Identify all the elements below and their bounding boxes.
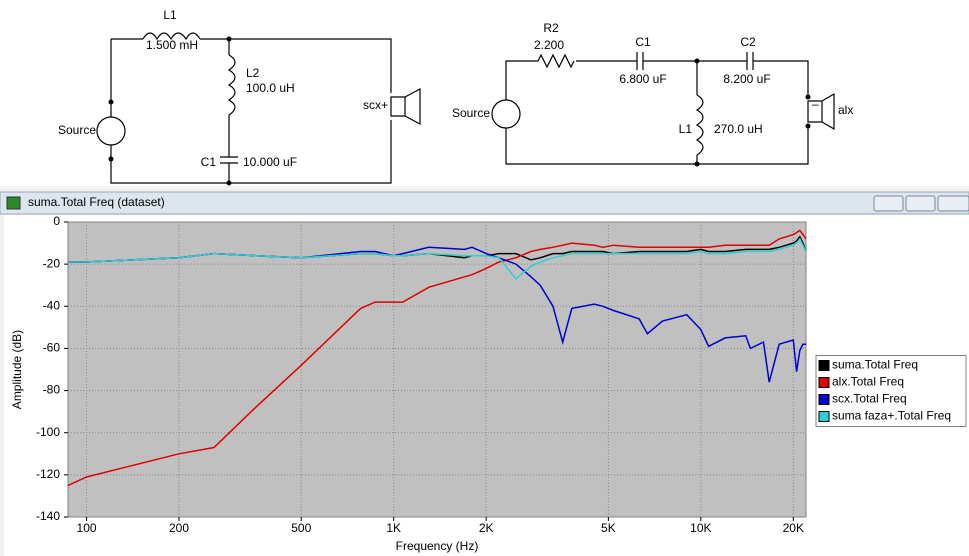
y-tick-label: -80: [43, 383, 61, 397]
minimize-button[interactable]: [873, 195, 904, 212]
speaker-label: scx+: [363, 98, 388, 112]
component-name: C1: [201, 155, 217, 169]
node: [108, 156, 114, 162]
x-tick-label: 500: [291, 521, 311, 535]
x-tick-label: 10K: [690, 521, 711, 535]
component-value: 270.0 uH: [714, 122, 763, 136]
component-value: 6.800 uF: [619, 72, 666, 86]
component-name: L1: [163, 8, 177, 22]
component-name: L2: [246, 66, 260, 80]
series-line: [68, 246, 806, 383]
maximize-button[interactable]: [905, 195, 936, 212]
node: [805, 123, 811, 129]
component-name: R2: [543, 21, 559, 35]
node: [108, 99, 114, 105]
wire: [110, 38, 392, 184]
legend-swatch: [818, 394, 830, 405]
y-tick-label: -20: [43, 256, 61, 270]
legend-label: scx.Total Freq: [832, 392, 907, 406]
left-circuit: L1 1.500 mH L2 100.0 uH C1 10.000 uF Sou…: [58, 8, 421, 186]
title-bar: [0, 191, 969, 215]
component-name: C1: [635, 35, 651, 49]
x-axis-label: Frequency (Hz): [396, 539, 479, 553]
legend-label: suma faza+.Total Freq: [832, 409, 951, 423]
inductor: [227, 54, 236, 116]
node: [694, 58, 700, 64]
schematic: L1 1.500 mH L2 100.0 uH C1 10.000 uF Sou…: [58, 8, 853, 186]
component-value: 100.0 uH: [246, 81, 295, 95]
source: [491, 99, 521, 129]
y-tick-label: -120: [36, 467, 60, 481]
speaker: [807, 92, 835, 131]
speaker: [390, 88, 421, 125]
right-circuit: R2 2.200 C1 6.800 uF C2 8.200 uF L1 270.…: [452, 21, 853, 167]
y-tick-label: -60: [43, 341, 61, 355]
y-tick-label: 0: [53, 214, 60, 228]
resistor: [537, 53, 575, 69]
component-value: 8.200 uF: [723, 72, 770, 86]
node: [226, 36, 232, 42]
x-tick-label: 1K: [386, 521, 401, 535]
node: [694, 161, 700, 167]
component-value: 1.500 mH: [146, 38, 198, 52]
x-tick-label: 200: [169, 521, 189, 535]
window-title: suma.Total Freq (dataset): [28, 195, 165, 209]
y-tick-label: -40: [43, 298, 61, 312]
component-value: 10.000 uF: [243, 155, 297, 169]
y-axis-label: Amplitude (dB): [10, 330, 24, 409]
capacitor: [220, 156, 238, 164]
component-name: C2: [740, 35, 756, 49]
source-label: Source: [452, 106, 490, 120]
legend-box: [815, 355, 967, 427]
y-tick-label: -100: [36, 425, 60, 439]
plot-background: [67, 221, 807, 518]
y-tick-label: -140: [36, 509, 60, 523]
speaker-label: alx: [838, 103, 853, 117]
node: [226, 180, 232, 186]
x-tick-label: 20K: [783, 521, 804, 535]
close-button[interactable]: [937, 195, 969, 212]
speaker-polarity: –: [812, 97, 819, 111]
component-value: 2.200: [534, 38, 564, 52]
inductor: [695, 94, 704, 156]
legend-label: suma.Total Freq: [832, 358, 918, 372]
x-tick-label: 5K: [601, 521, 616, 535]
series-line: [68, 237, 807, 280]
series-line: [67, 229, 807, 487]
window-icon: [6, 196, 21, 210]
legend-swatch: [818, 377, 830, 388]
legend-swatch: [818, 360, 830, 371]
capacitor: [636, 52, 754, 70]
node: [805, 94, 811, 100]
x-tick-label: 2K: [479, 521, 494, 535]
inductor: [142, 32, 201, 41]
x-tick-label: 100: [77, 521, 97, 535]
legend-swatch: [818, 411, 830, 422]
component-name: L1: [679, 122, 693, 136]
source-label: Source: [58, 123, 96, 137]
source: [96, 116, 126, 146]
legend-label: alx.Total Freq: [832, 375, 904, 389]
